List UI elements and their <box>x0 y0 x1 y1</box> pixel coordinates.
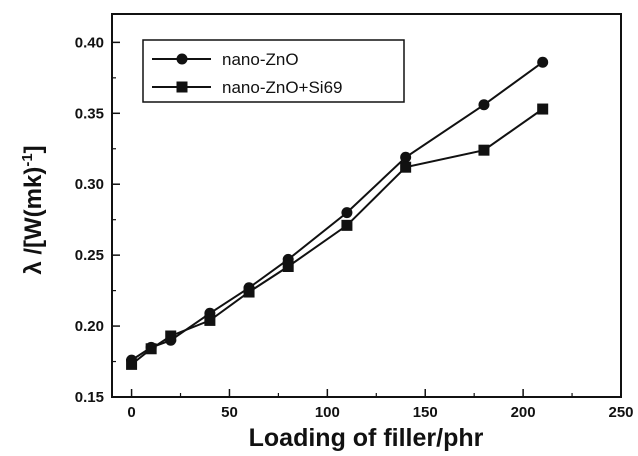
y-tick-label: 0.20 <box>75 318 104 335</box>
axis-ticks: 0 50 100 150 200 250 0.15 0.20 0.25 0.30 0.35 0.40 <box>75 34 634 421</box>
legend-marker-square <box>176 81 188 93</box>
y-axis-title-superscript: -1 <box>19 153 36 166</box>
y-tick-label: 0.30 <box>75 176 104 193</box>
series-layer <box>126 56 549 370</box>
data-point-nano-zno-si69 <box>165 330 177 342</box>
data-point-nano-zno-si69 <box>400 161 412 173</box>
data-point-nano-zno <box>478 99 490 111</box>
y-tick-label: 0.15 <box>75 389 104 406</box>
data-point-nano-zno-si69 <box>204 314 216 326</box>
legend-label-nano-zno-si69: nano-ZnO+Si69 <box>222 78 343 97</box>
plot-area-frame <box>111 13 622 398</box>
x-tick-label: 200 <box>511 404 536 421</box>
x-tick-label: 150 <box>413 404 438 421</box>
series-line-nano-zno <box>131 61 544 361</box>
x-tick-label: 0 <box>127 404 135 421</box>
data-point-nano-zno <box>400 151 412 163</box>
data-point-nano-zno-si69 <box>341 219 353 231</box>
data-point-nano-zno-si69 <box>145 343 157 355</box>
y-axis-title-close: ] <box>20 145 47 153</box>
legend-marker-circle <box>176 53 188 65</box>
data-point-nano-zno-si69 <box>282 260 294 272</box>
data-point-nano-zno-si69 <box>537 103 549 115</box>
data-point-nano-zno-si69 <box>478 144 490 156</box>
x-tick-label: 50 <box>221 404 238 421</box>
y-tick-label: 0.35 <box>75 105 104 122</box>
data-point-nano-zno-si69 <box>243 286 255 298</box>
data-point-nano-zno-si69 <box>126 358 138 370</box>
x-tick-label: 250 <box>608 404 633 421</box>
legend: nano-ZnO nano-ZnO+Si69 <box>142 39 405 103</box>
data-point-nano-zno <box>341 207 353 219</box>
y-axis-title-main: λ /[W(mk) <box>20 167 47 275</box>
y-tick-label: 0.40 <box>75 34 104 51</box>
x-axis-title: Loading of filler/phr <box>249 424 484 452</box>
legend-label-nano-zno: nano-ZnO <box>222 50 299 69</box>
series-line-nano-zno-si69 <box>130 108 544 366</box>
y-axis-title: λ /[W(mk)-1] <box>19 145 47 274</box>
y-tick-label: 0.25 <box>75 247 104 264</box>
data-point-nano-zno <box>537 56 549 68</box>
x-tick-label: 100 <box>315 404 340 421</box>
